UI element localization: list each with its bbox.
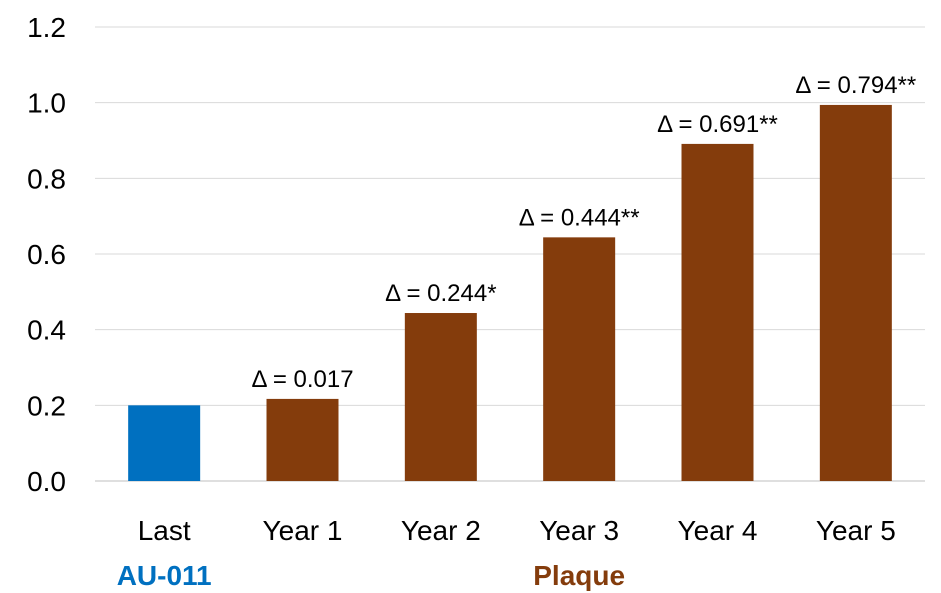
category-label: Year 2 (401, 515, 481, 546)
data-label: Δ = 0.691** (657, 111, 778, 138)
group-label-plaque: Plaque (533, 560, 625, 591)
data-label: Δ = 0.794** (795, 72, 916, 99)
y-tick-label: 0.4 (27, 315, 66, 346)
gridlines (95, 26, 925, 482)
group-labels: AU-011 Plaque (117, 560, 625, 591)
category-label: Year 5 (816, 515, 896, 546)
bar-year-5 (819, 104, 892, 481)
y-tick-label: 0.2 (27, 390, 66, 421)
bar-year-1 (266, 398, 339, 481)
data-label: Δ = 0.017 (251, 366, 353, 393)
category-label: Year 4 (678, 515, 758, 546)
y-tick-label: 1.2 (27, 12, 66, 43)
category-label: Year 1 (263, 515, 343, 546)
bar-year-2 (404, 313, 477, 481)
y-tick-label: 1.0 (27, 88, 66, 119)
bars (128, 104, 892, 481)
y-axis-tick-labels: 0.0 0.2 0.4 0.6 0.8 1.0 1.2 (27, 12, 66, 497)
data-labels: Δ = 0.017 Δ = 0.244* Δ = 0.444** Δ = 0.691*… (251, 72, 916, 393)
category-label: Last (138, 515, 191, 546)
group-label-au-011: AU-011 (117, 560, 212, 591)
bar-year-4 (681, 143, 754, 481)
category-label: Year 3 (539, 515, 619, 546)
bar-year-3 (543, 237, 616, 481)
y-tick-label: 0.0 (27, 466, 66, 497)
y-tick-label: 0.6 (27, 239, 66, 270)
data-label: Δ = 0.244* (385, 280, 496, 307)
x-axis-category-labels: Last Year 1 Year 2 Year 3 Year 4 Year 5 (138, 515, 896, 546)
y-tick-label: 0.8 (27, 163, 66, 194)
data-label: Δ = 0.444** (519, 204, 640, 231)
bar-last (128, 405, 201, 481)
